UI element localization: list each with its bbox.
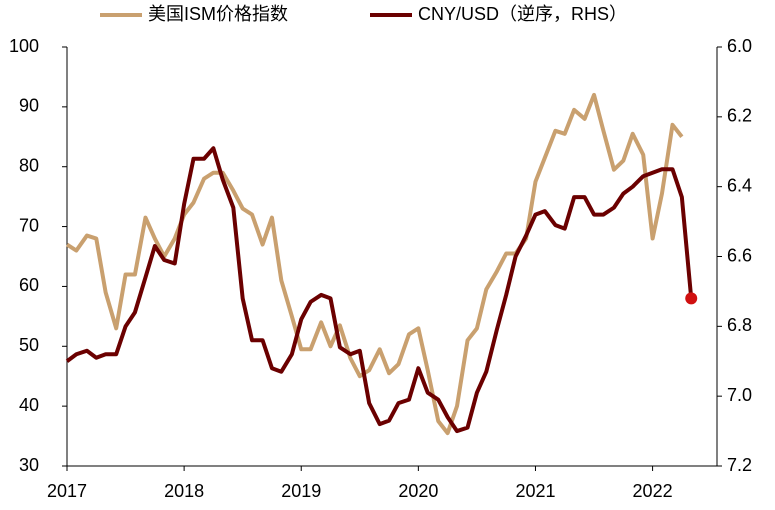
y-tick-label: 50 — [19, 335, 39, 355]
last-point — [685, 292, 698, 305]
y2-tick-label: 6.2 — [727, 106, 752, 126]
y2-tick-label: 6.0 — [727, 36, 752, 56]
x-tick-label: 2022 — [633, 481, 673, 501]
y2-tick-label: 7.0 — [727, 385, 752, 405]
legend-label: CNY/USD（逆序，RHS） — [418, 4, 627, 24]
legend-label: 美国ISM价格指数 — [148, 4, 288, 24]
y2-tick-label: 7.2 — [727, 455, 752, 475]
x-tick-label: 2019 — [281, 481, 321, 501]
y-tick-label: 80 — [19, 155, 39, 175]
x-tick-label: 2020 — [398, 481, 438, 501]
y2-tick-label: 6.8 — [727, 315, 752, 335]
y-tick-label: 90 — [19, 96, 39, 116]
y-tick-label: 100 — [9, 36, 39, 56]
series-line — [65, 92, 684, 436]
x-tick-label: 2018 — [164, 481, 204, 501]
x-tick-label: 2017 — [47, 481, 87, 501]
series-line — [65, 146, 694, 434]
y-tick-label: 30 — [19, 455, 39, 475]
y2-tick-label: 6.6 — [727, 245, 752, 265]
y-tick-label: 70 — [19, 215, 39, 235]
y-tick-label: 60 — [19, 275, 39, 295]
x-tick-label: 2021 — [515, 481, 555, 501]
y2-tick-label: 6.4 — [727, 175, 752, 195]
y-tick-label: 40 — [19, 395, 39, 415]
